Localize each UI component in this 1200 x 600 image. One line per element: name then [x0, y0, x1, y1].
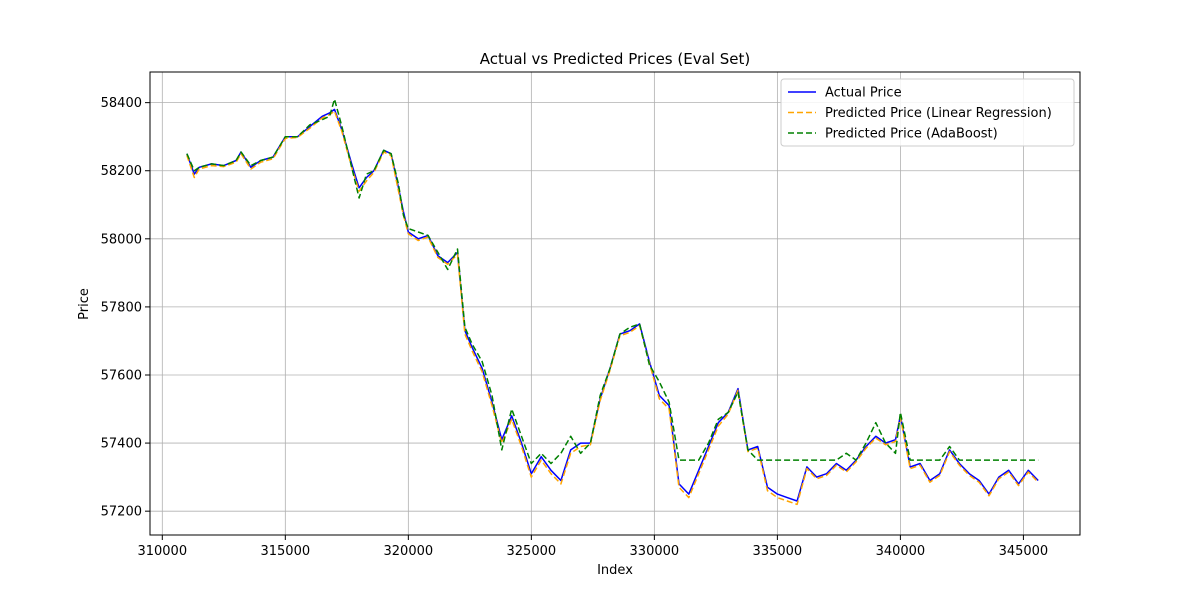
legend-box: [780, 78, 1075, 147]
plot-frame: [149, 71, 1081, 536]
y-tick-label: 58400: [101, 96, 142, 111]
y-tick-label: 57200: [101, 505, 142, 520]
series-line-2: [186, 98, 1039, 465]
x-tick-label: 330000: [630, 544, 680, 559]
legend-label-2: Predicted Price (AdaBoost): [825, 127, 998, 142]
y-tick-label: 57400: [101, 437, 142, 452]
y-axis: 57200 57400 57600 57800 58000 58200 58400: [101, 96, 150, 520]
legend: Actual Price Predicted Price (Linear Regr…: [780, 78, 1075, 147]
y-tick-label: 57800: [101, 300, 142, 315]
x-axis-label: Index: [597, 563, 633, 578]
y-tick-label: 57600: [101, 368, 142, 383]
x-tick-label: 335000: [753, 544, 803, 559]
legend-label-0: Actual Price: [825, 86, 902, 101]
x-axis: 310000 315000 320000 325000 330000 335000 3400…: [137, 535, 1048, 559]
grid: [150, 72, 1080, 535]
y-tick-label: 58200: [101, 164, 142, 179]
x-tick-label: 340000: [876, 544, 926, 559]
series-layer: [186, 98, 1039, 506]
series-line-1: [186, 110, 1039, 506]
y-axis-label: Price: [77, 288, 92, 320]
x-tick-label: 345000: [999, 544, 1049, 559]
legend-label-1: Predicted Price (Linear Regression): [825, 106, 1052, 121]
x-tick-label: 315000: [260, 544, 310, 559]
x-tick-label: 320000: [384, 544, 434, 559]
x-tick-label: 310000: [137, 544, 187, 559]
y-tick-label: 58000: [101, 232, 142, 247]
chart-title: Actual vs Predicted Prices (Eval Set): [480, 50, 750, 68]
x-tick-label: 325000: [507, 544, 557, 559]
